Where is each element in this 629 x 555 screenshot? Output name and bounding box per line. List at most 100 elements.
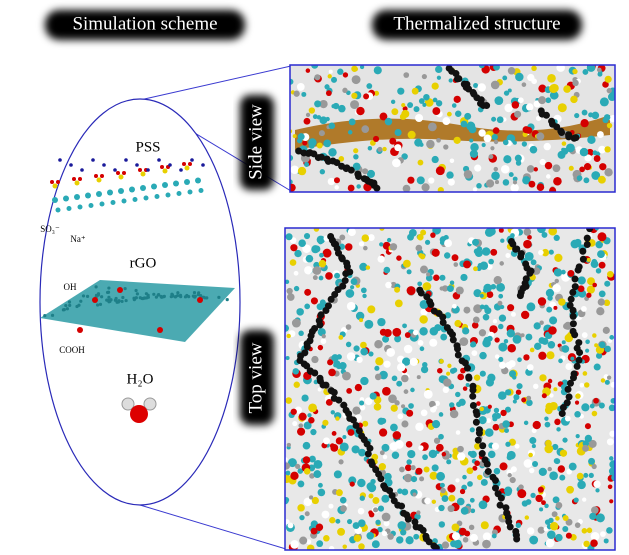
atom [446,372,450,376]
atom [173,181,179,187]
atom [328,178,335,185]
atom [358,543,365,550]
atom [436,138,441,143]
atom [100,295,103,298]
atom [182,162,186,166]
atom [582,445,589,452]
atom [565,386,572,393]
atom [157,158,161,162]
atom [530,493,535,498]
atom [522,500,528,506]
atom [197,297,203,303]
atom [502,420,510,428]
atom [328,369,336,377]
atom [185,166,190,171]
atom [401,103,405,107]
atom [314,226,319,231]
atom [529,437,536,444]
atom [331,354,338,361]
atom [556,427,560,431]
atom [457,446,464,453]
atom [117,300,120,303]
atom [469,138,473,142]
atom [609,499,613,503]
atom [391,405,398,412]
atom [452,254,459,261]
atom [411,476,417,482]
atom [544,143,551,150]
atom [486,418,491,423]
atom [480,371,486,377]
atom [397,88,404,95]
atom [538,250,544,256]
atom [463,537,469,543]
atom [308,417,314,423]
atom [479,416,487,424]
atom [603,327,610,334]
atom [478,129,485,136]
atom [335,416,339,420]
atom [322,420,328,426]
atom [569,166,574,171]
atom [372,540,380,548]
atom [298,331,303,336]
atom [43,314,46,317]
atom [550,522,558,530]
atom [546,307,552,313]
atom [193,291,196,294]
atom [517,292,524,299]
atom [298,239,306,247]
atom [473,316,480,323]
atom [354,535,361,542]
atom [348,429,355,436]
atom [592,411,598,417]
atom [323,535,330,542]
atom [364,320,373,329]
atom [598,298,605,305]
atom [384,520,390,526]
atom [508,67,516,75]
atom [523,126,530,133]
atom [478,263,483,268]
atom [304,304,310,310]
atom [293,91,299,97]
atom [423,94,429,100]
atom [512,246,519,253]
atom [542,393,547,398]
atom [438,434,444,440]
atom [346,289,355,298]
atom [498,294,503,299]
atom [518,97,524,103]
atom [304,118,311,125]
atom [403,72,409,78]
atom [461,507,469,515]
atom [351,278,358,285]
atom [430,327,439,336]
atom [293,134,297,138]
atom [473,266,478,271]
atom [495,413,501,419]
atom [467,481,473,487]
atom [531,259,537,265]
atom [113,168,117,172]
atom [302,140,307,145]
atom [406,459,411,464]
atom [507,451,516,460]
atom [450,280,454,284]
atom [304,343,311,350]
atom [522,141,527,146]
atom [432,420,440,428]
atom [476,183,482,189]
atom [201,163,205,167]
atom [295,464,300,469]
atom [77,327,83,333]
side-view-label: Side view [245,104,266,180]
atom [450,410,458,418]
atom [422,454,428,460]
atom [299,413,307,421]
atom [481,479,488,486]
atom [456,430,461,435]
atom [587,258,591,262]
atom [380,418,386,424]
atom [184,179,190,185]
